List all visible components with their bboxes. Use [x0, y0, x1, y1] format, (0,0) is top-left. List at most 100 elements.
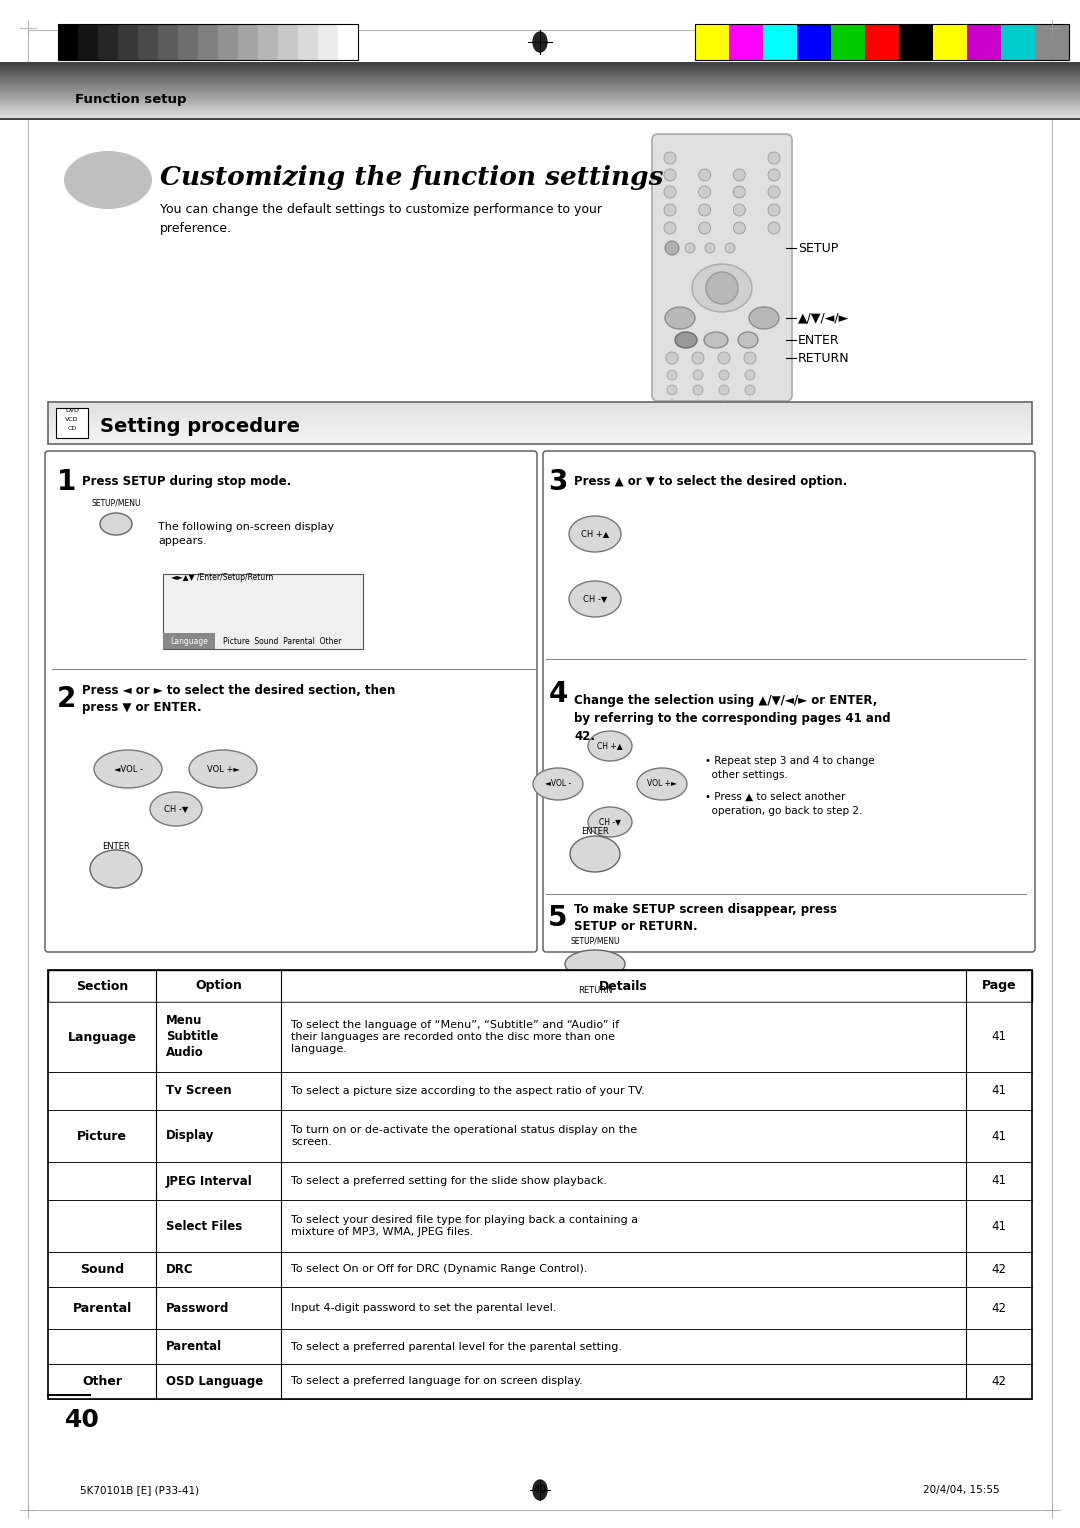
Bar: [163, 633, 215, 649]
Bar: [48, 425, 1032, 428]
Circle shape: [745, 370, 755, 380]
Bar: [178, 24, 198, 60]
Text: To select On or Off for DRC (Dynamic Range Control).: To select On or Off for DRC (Dynamic Ran…: [291, 1265, 588, 1274]
Bar: [48, 402, 1032, 445]
Text: 42: 42: [991, 1302, 1007, 1314]
Circle shape: [719, 400, 729, 410]
Text: Details: Details: [599, 979, 648, 993]
Text: Input 4-digit password to set the parental level.: Input 4-digit password to set the parent…: [291, 1303, 556, 1313]
Ellipse shape: [692, 264, 752, 312]
Circle shape: [667, 385, 677, 396]
Text: VOL +►: VOL +►: [206, 764, 240, 773]
Bar: [78, 24, 98, 60]
Text: VOL +►: VOL +►: [647, 779, 677, 788]
Text: Display: Display: [166, 1129, 214, 1143]
Text: To turn on or de-activate the operational status display on the
screen.: To turn on or de-activate the operationa…: [291, 1125, 637, 1148]
Bar: [338, 24, 357, 60]
Ellipse shape: [588, 730, 632, 761]
Circle shape: [664, 205, 676, 215]
Bar: [48, 437, 1032, 440]
Text: RETURN: RETURN: [578, 986, 612, 995]
Bar: [48, 970, 1032, 1400]
Text: 41: 41: [991, 1129, 1007, 1143]
FancyBboxPatch shape: [543, 451, 1035, 952]
Ellipse shape: [90, 850, 141, 888]
Bar: [48, 406, 1032, 408]
Bar: [58, 24, 357, 60]
Circle shape: [699, 222, 711, 234]
Bar: [98, 24, 118, 60]
Ellipse shape: [534, 1481, 546, 1500]
Bar: [48, 440, 1032, 442]
Text: Select Files: Select Files: [166, 1219, 242, 1233]
Text: You can change the default settings to customize performance to your
preference.: You can change the default settings to c…: [160, 203, 602, 235]
Text: CH -▼: CH -▼: [164, 805, 188, 813]
Text: 4: 4: [549, 680, 568, 707]
Ellipse shape: [637, 769, 687, 801]
Circle shape: [693, 400, 703, 410]
Text: Setting procedure: Setting procedure: [100, 417, 300, 435]
Bar: [48, 1199, 1032, 1251]
Bar: [138, 24, 158, 60]
Text: To select a picture size according to the aspect ratio of your TV.: To select a picture size according to th…: [291, 1086, 645, 1096]
Text: 2: 2: [56, 685, 76, 714]
Ellipse shape: [64, 151, 152, 209]
Circle shape: [666, 351, 678, 364]
Circle shape: [699, 205, 711, 215]
Text: ◄►▲▼ /Enter/Setup/Return: ◄►▲▼ /Enter/Setup/Return: [171, 573, 273, 582]
Circle shape: [693, 385, 703, 396]
Text: ◄VOL -: ◄VOL -: [545, 779, 571, 788]
Bar: [238, 24, 258, 60]
Text: 5K70101B [E] (P33-41): 5K70101B [E] (P33-41): [80, 1485, 199, 1494]
Bar: [48, 413, 1032, 414]
Bar: [48, 1365, 1032, 1400]
Text: 41: 41: [991, 1030, 1007, 1044]
Ellipse shape: [534, 769, 583, 801]
Text: CH +▲: CH +▲: [597, 741, 623, 750]
Text: CH -▼: CH -▼: [599, 817, 621, 827]
Text: 3: 3: [549, 468, 568, 497]
Text: 42: 42: [991, 1375, 1007, 1387]
Bar: [48, 419, 1032, 420]
Bar: [865, 24, 899, 60]
Text: 40: 40: [534, 1485, 546, 1494]
Ellipse shape: [150, 792, 202, 827]
Text: Option: Option: [195, 979, 242, 993]
Text: Press ▲ or ▼ to select the desired option.: Press ▲ or ▼ to select the desired optio…: [573, 475, 847, 489]
Text: 41: 41: [991, 1175, 1007, 1187]
Text: • Repeat step 3 and 4 to change
  other settings.: • Repeat step 3 and 4 to change other se…: [705, 756, 875, 779]
Text: 42: 42: [991, 1264, 1007, 1276]
Text: VCD: VCD: [65, 417, 79, 422]
Circle shape: [768, 151, 780, 163]
Circle shape: [745, 385, 755, 396]
Circle shape: [665, 241, 679, 255]
Text: ENTER: ENTER: [581, 827, 609, 836]
Text: Function setup: Function setup: [75, 93, 187, 107]
Text: Sound: Sound: [80, 1264, 124, 1276]
Bar: [258, 24, 278, 60]
Bar: [831, 24, 865, 60]
Text: Change the selection using ▲/▼/◄/► or ENTER,
by referring to the corresponding p: Change the selection using ▲/▼/◄/► or EN…: [573, 694, 891, 743]
Bar: [48, 411, 1032, 413]
Bar: [48, 1287, 1032, 1329]
Bar: [797, 24, 831, 60]
Circle shape: [706, 272, 738, 304]
Bar: [967, 24, 1001, 60]
Text: 5: 5: [549, 905, 568, 932]
Text: Picture: Picture: [77, 1129, 127, 1143]
Bar: [48, 970, 1032, 1002]
Text: 20/4/04, 15:55: 20/4/04, 15:55: [923, 1485, 1000, 1494]
Text: ◄VOL -: ◄VOL -: [113, 764, 143, 773]
Text: 41: 41: [991, 1219, 1007, 1233]
Text: JPEG Interval: JPEG Interval: [166, 1175, 253, 1187]
Circle shape: [719, 385, 729, 396]
Text: Other: Other: [82, 1375, 122, 1387]
Circle shape: [693, 370, 703, 380]
Text: To select a preferred parental level for the parental setting.: To select a preferred parental level for…: [291, 1342, 622, 1351]
Text: The following on-screen display
appears.: The following on-screen display appears.: [158, 523, 334, 545]
Text: CH -▼: CH -▼: [583, 594, 607, 604]
Bar: [48, 429, 1032, 431]
Ellipse shape: [675, 332, 697, 348]
Text: Menu
Subtitle
Audio: Menu Subtitle Audio: [166, 1015, 218, 1059]
Bar: [933, 24, 967, 60]
